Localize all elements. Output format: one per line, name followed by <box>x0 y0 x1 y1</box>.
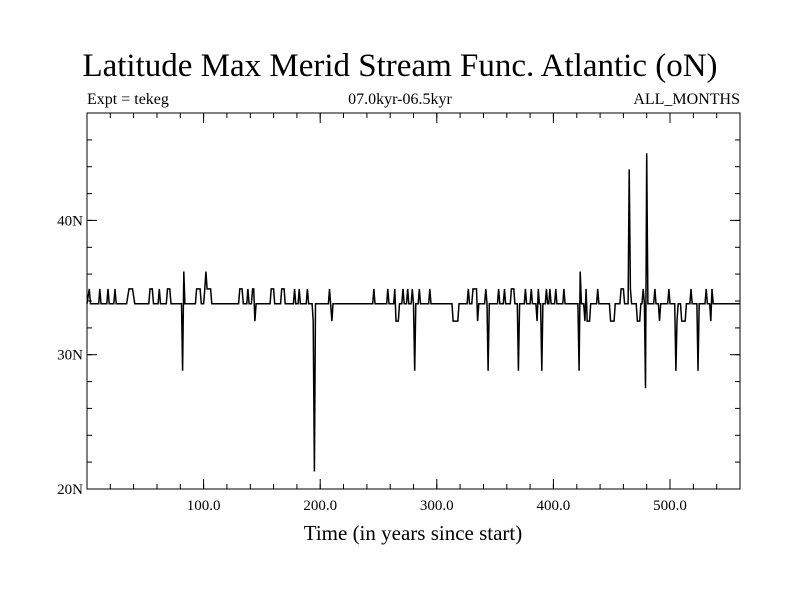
series-line <box>86 153 740 472</box>
x-tick-label: 500.0 <box>653 498 687 514</box>
time-range-label: 07.0kyr-06.5kyr <box>348 91 452 108</box>
tick-labels: 100.0 200.0 300.0 400.0 500.0 20N 30N 40N <box>57 213 687 514</box>
y-tick-label: 20N <box>57 482 83 498</box>
tick-marks <box>87 113 740 490</box>
x-tick-label: 400.0 <box>537 498 571 514</box>
x-tick-label: 100.0 <box>187 498 221 514</box>
series-group <box>86 153 740 472</box>
y-tick-label: 40N <box>57 213 83 229</box>
experiment-label: Expt = tekeg <box>87 91 169 108</box>
y-tick-label: 30N <box>57 348 83 364</box>
x-tick-label: 200.0 <box>303 498 337 514</box>
x-tick-label: 300.0 <box>420 498 454 514</box>
x-axis-title: Time (in years since start) <box>304 521 523 545</box>
months-label: ALL_MONTHS <box>633 91 740 108</box>
chart-title: Latitude Max Merid Stream Func. Atlantic… <box>82 48 718 84</box>
